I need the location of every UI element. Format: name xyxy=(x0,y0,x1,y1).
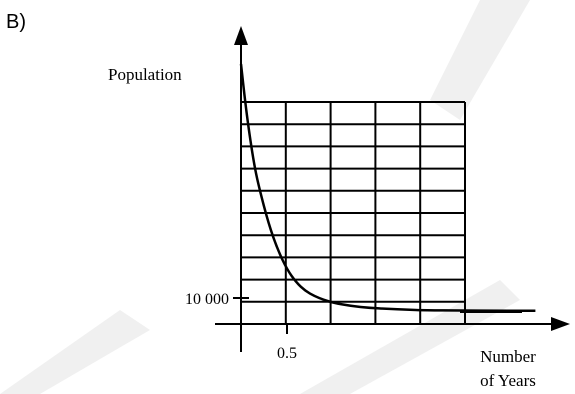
x-axis-label-line1: Number xyxy=(480,347,536,366)
x-axis-arrowhead xyxy=(551,317,570,331)
decay-curve xyxy=(239,63,536,312)
grid xyxy=(240,101,466,325)
watermark-stroke-right xyxy=(430,0,530,120)
part-label: B) xyxy=(6,11,26,33)
y-axis-label: Population xyxy=(108,65,182,84)
y-axis-arrowhead xyxy=(234,26,248,45)
x-axis-label-line2: of Years xyxy=(480,371,536,390)
watermark-stroke-left xyxy=(0,310,150,394)
x-tick-label: 0.5 xyxy=(277,345,297,362)
watermark xyxy=(0,0,530,394)
y-tick-label: 10 000 xyxy=(185,291,229,308)
